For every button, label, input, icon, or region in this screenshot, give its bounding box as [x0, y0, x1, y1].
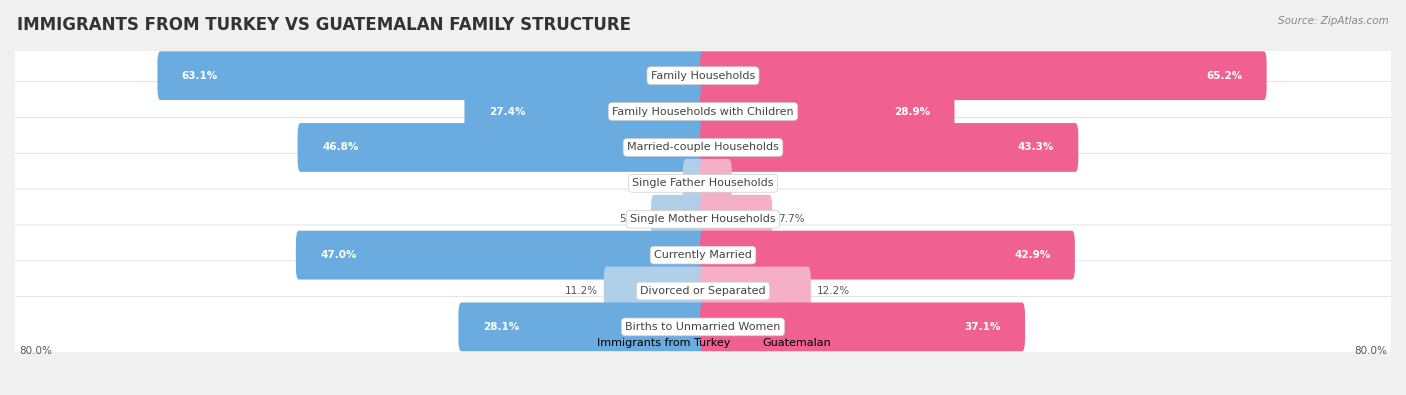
Text: Single Mother Households: Single Mother Households	[630, 214, 776, 224]
FancyBboxPatch shape	[295, 231, 706, 280]
FancyBboxPatch shape	[11, 225, 1395, 285]
FancyBboxPatch shape	[700, 123, 1078, 172]
FancyBboxPatch shape	[700, 267, 811, 316]
Text: 42.9%: 42.9%	[1014, 250, 1050, 260]
Text: Family Households: Family Households	[651, 71, 755, 81]
FancyBboxPatch shape	[11, 261, 1395, 321]
Text: 27.4%: 27.4%	[489, 107, 526, 117]
Text: 3.0%: 3.0%	[737, 178, 763, 188]
FancyBboxPatch shape	[700, 195, 772, 244]
FancyBboxPatch shape	[11, 297, 1395, 357]
Legend: Immigrants from Turkey, Guatemalan: Immigrants from Turkey, Guatemalan	[571, 333, 835, 352]
Text: 65.2%: 65.2%	[1206, 71, 1243, 81]
FancyBboxPatch shape	[603, 267, 706, 316]
Text: 2.0%: 2.0%	[651, 178, 678, 188]
FancyBboxPatch shape	[298, 123, 706, 172]
FancyBboxPatch shape	[700, 159, 731, 208]
Text: 28.1%: 28.1%	[482, 322, 519, 332]
Text: Family Households with Children: Family Households with Children	[612, 107, 794, 117]
FancyBboxPatch shape	[458, 303, 706, 351]
Text: Single Father Households: Single Father Households	[633, 178, 773, 188]
FancyBboxPatch shape	[683, 159, 706, 208]
FancyBboxPatch shape	[11, 45, 1395, 106]
Text: 63.1%: 63.1%	[181, 71, 218, 81]
Text: 12.2%: 12.2%	[817, 286, 849, 296]
Text: Births to Unmarried Women: Births to Unmarried Women	[626, 322, 780, 332]
Text: 11.2%: 11.2%	[565, 286, 598, 296]
FancyBboxPatch shape	[11, 153, 1395, 213]
Text: 80.0%: 80.0%	[1354, 346, 1386, 356]
Text: 5.7%: 5.7%	[619, 214, 645, 224]
Text: 28.9%: 28.9%	[894, 107, 929, 117]
Text: 80.0%: 80.0%	[20, 346, 52, 356]
FancyBboxPatch shape	[11, 81, 1395, 142]
FancyBboxPatch shape	[11, 189, 1395, 249]
FancyBboxPatch shape	[700, 51, 1267, 100]
Text: Married-couple Households: Married-couple Households	[627, 143, 779, 152]
FancyBboxPatch shape	[700, 303, 1025, 351]
Text: 43.3%: 43.3%	[1018, 143, 1054, 152]
Text: Currently Married: Currently Married	[654, 250, 752, 260]
FancyBboxPatch shape	[464, 87, 706, 136]
FancyBboxPatch shape	[700, 231, 1074, 280]
FancyBboxPatch shape	[651, 195, 706, 244]
Text: Divorced or Separated: Divorced or Separated	[640, 286, 766, 296]
Text: 46.8%: 46.8%	[322, 143, 359, 152]
Text: 7.7%: 7.7%	[778, 214, 804, 224]
FancyBboxPatch shape	[700, 87, 955, 136]
Text: IMMIGRANTS FROM TURKEY VS GUATEMALAN FAMILY STRUCTURE: IMMIGRANTS FROM TURKEY VS GUATEMALAN FAM…	[17, 16, 631, 34]
Text: 37.1%: 37.1%	[965, 322, 1001, 332]
Text: Source: ZipAtlas.com: Source: ZipAtlas.com	[1278, 16, 1389, 26]
Text: 47.0%: 47.0%	[321, 250, 357, 260]
FancyBboxPatch shape	[157, 51, 706, 100]
FancyBboxPatch shape	[11, 117, 1395, 178]
